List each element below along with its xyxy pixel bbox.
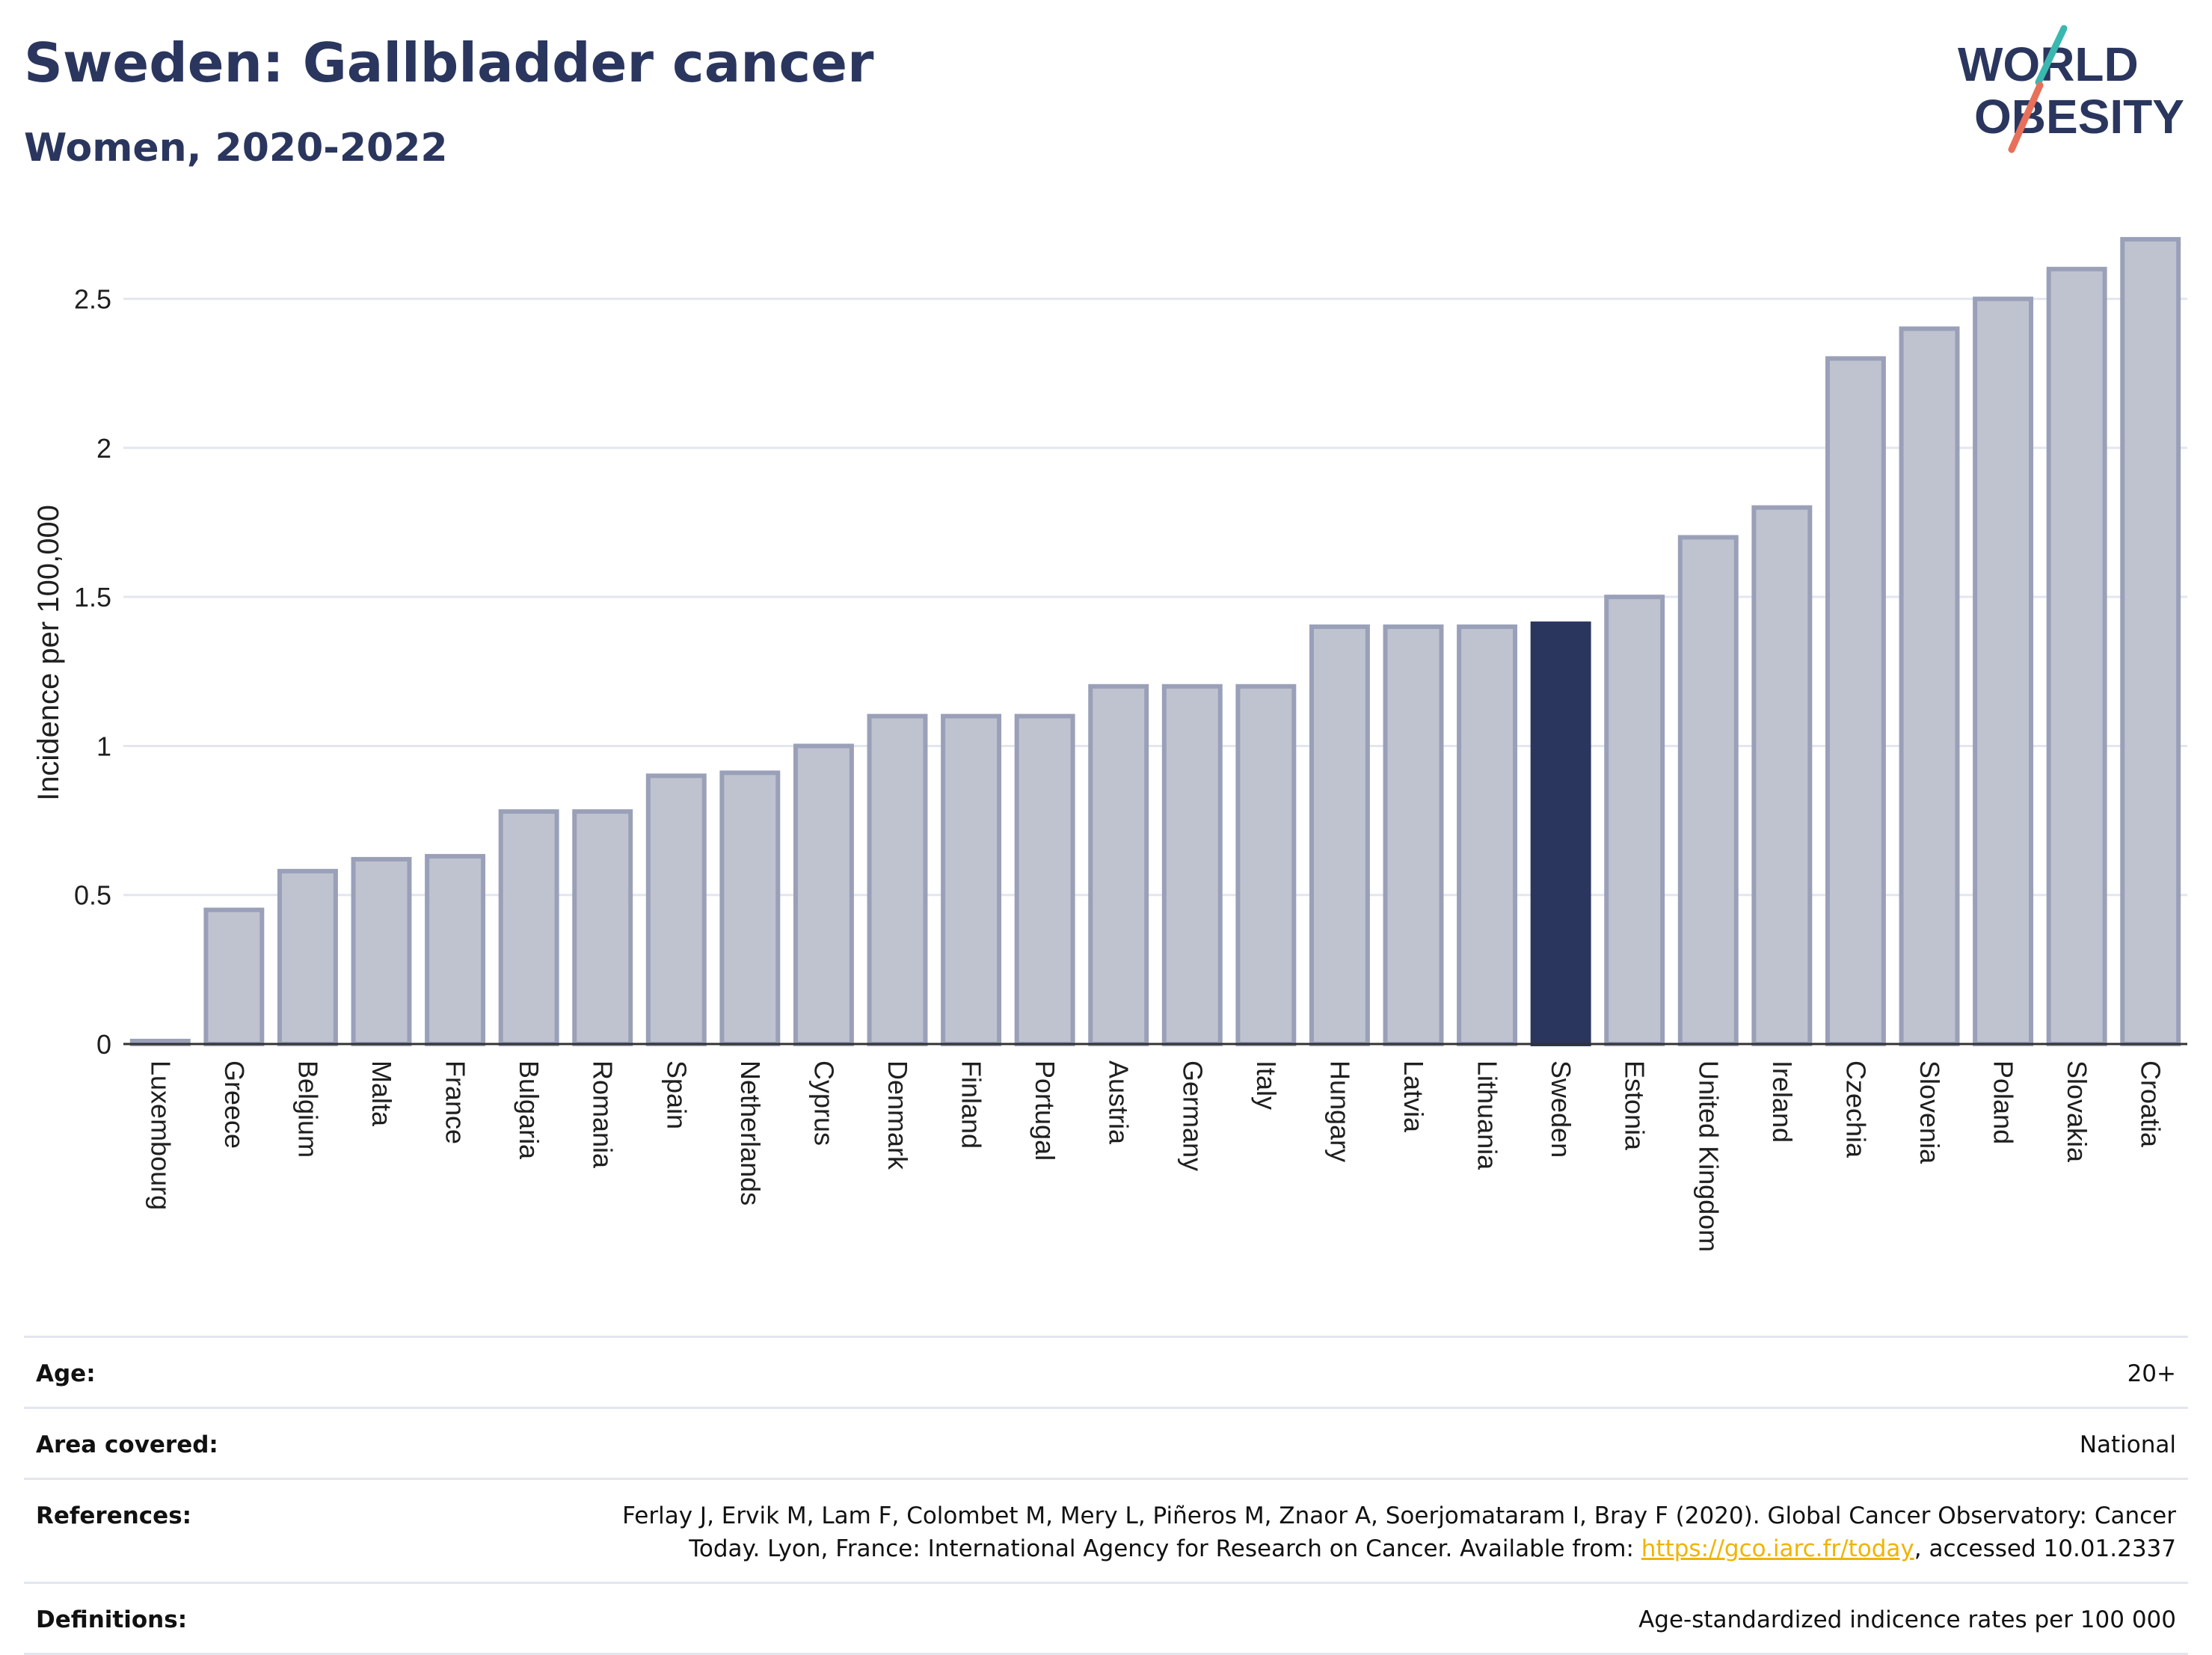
bar: [1899, 326, 1960, 1046]
references-line2-suffix: , accessed 10.01.2337: [1914, 1535, 2176, 1562]
x-tick-label: Poland: [1988, 1060, 2019, 1144]
y-tick-label: 2.5: [74, 284, 111, 315]
bar: [572, 809, 633, 1046]
references-line2-prefix: Today. Lyon, France: International Agenc…: [689, 1535, 1641, 1562]
y-tick-label: 0.5: [74, 880, 111, 911]
bar: [645, 773, 707, 1046]
x-tick-label: Portugal: [1030, 1060, 1060, 1161]
bar: [203, 907, 265, 1046]
x-tick-label: Spain: [661, 1060, 692, 1129]
info-row-references: References: Ferlay J, Ervik M, Lam F, Co…: [24, 1478, 2188, 1582]
x-tick-label: Lithuania: [1472, 1060, 1503, 1170]
y-tick-label: 1: [96, 731, 111, 761]
x-tick-label: Denmark: [882, 1060, 913, 1170]
bar: [351, 856, 412, 1047]
x-tick-label: France: [440, 1060, 471, 1144]
bar: [1161, 684, 1223, 1047]
x-tick-label: Bulgaria: [514, 1060, 544, 1160]
bar: [2046, 266, 2107, 1046]
definitions-label: Definitions:: [36, 1606, 188, 1633]
bar: [1457, 624, 1518, 1046]
x-tick-label: Netherlands: [735, 1060, 766, 1206]
page-title: Sweden: Gallbladder cancer: [24, 31, 874, 94]
x-tick-label: Finland: [956, 1060, 987, 1149]
y-tick-labels: 0 0.5 1 1.5 2 2.5: [74, 284, 111, 1060]
bar: [941, 713, 1002, 1046]
references-link[interactable]: https://gco.iarc.fr/today: [1641, 1535, 1914, 1562]
info-row-age: Age: 20+: [24, 1336, 2188, 1407]
info-row-area: Area covered: National: [24, 1407, 2188, 1478]
references-label: References:: [36, 1502, 192, 1529]
bar: [867, 713, 928, 1046]
y-axis-label: Incidence per 100,000: [32, 505, 65, 801]
area-label: Area covered:: [36, 1431, 218, 1458]
x-tick-label: Greece: [219, 1060, 250, 1149]
bar: [1014, 713, 1075, 1046]
bars: [129, 236, 2181, 1047]
x-tick-label: Latvia: [1398, 1060, 1429, 1133]
x-tick-label: Luxembourg: [145, 1060, 176, 1210]
x-tick-label: Sweden: [1546, 1060, 1576, 1158]
x-tick-label: Germany: [1177, 1060, 1208, 1171]
bar: [1677, 535, 1739, 1046]
references-value: Ferlay J, Ervik M, Lam F, Colombet M, Me…: [622, 1499, 2176, 1565]
x-tick-label: Hungary: [1324, 1060, 1355, 1162]
x-tick-label: Belgium: [292, 1060, 323, 1158]
x-tick-label: Estonia: [1620, 1060, 1650, 1151]
x-tick-label: Croatia: [2136, 1060, 2166, 1148]
bar: [1088, 684, 1149, 1047]
bar: [793, 743, 854, 1046]
definitions-value: Age-standardized indicence rates per 100…: [1638, 1606, 2176, 1633]
bar: [1825, 356, 1886, 1046]
area-value: National: [2079, 1431, 2176, 1458]
logo-slash-bottom: [2008, 82, 2044, 153]
bar: [719, 770, 781, 1046]
x-tick-label: Romania: [588, 1060, 618, 1169]
bar: [1235, 684, 1297, 1047]
x-tick-label: Austria: [1104, 1060, 1134, 1145]
y-tick-label: 0: [96, 1029, 111, 1060]
world-obesity-logo: WORLD OBESITY: [1958, 25, 2184, 153]
bar-highlighted: [1530, 621, 1591, 1046]
bar: [1973, 296, 2034, 1046]
x-tick-label: Slovakia: [2062, 1060, 2092, 1163]
x-tick-label: United Kingdom: [1693, 1060, 1724, 1252]
bar-chart: 0 0.5 1 1.5 2 2.5 Luxembourg Greece Belgium Malt…: [32, 236, 2187, 1252]
x-tick-label: Italy: [1251, 1060, 1282, 1110]
bar: [1604, 595, 1665, 1046]
page-subtitle: Women, 2020-2022: [24, 126, 448, 171]
y-tick-label: 2: [96, 433, 111, 464]
bar: [425, 853, 486, 1047]
x-tick-labels: Luxembourg Greece Belgium Malta France Bulgar…: [145, 1060, 2166, 1252]
bar: [2120, 236, 2181, 1047]
logo-text-line2: OBESITY: [1974, 90, 2184, 144]
bar: [277, 868, 338, 1046]
x-tick-label: Czechia: [1840, 1060, 1871, 1158]
x-tick-label: Slovenia: [1914, 1060, 1945, 1164]
age-value: 20+: [2127, 1360, 2176, 1387]
info-row-definitions: Definitions: Age-standardized indicence …: [24, 1582, 2188, 1655]
references-line1: Ferlay J, Ervik M, Lam F, Colombet M, Me…: [622, 1502, 2176, 1529]
bar: [1309, 624, 1370, 1046]
x-tick-label: Cyprus: [808, 1060, 839, 1146]
info-table: Age: 20+ Area covered: National Referenc…: [24, 1336, 2188, 1655]
x-tick-label: Ireland: [1767, 1060, 1798, 1143]
bar: [498, 809, 559, 1046]
age-label: Age:: [36, 1360, 96, 1387]
y-tick-label: 1.5: [74, 582, 111, 612]
bar: [1383, 624, 1444, 1046]
logo-slash-top: [2035, 25, 2068, 86]
x-tick-label: Malta: [366, 1060, 397, 1127]
bar: [1751, 505, 1813, 1046]
